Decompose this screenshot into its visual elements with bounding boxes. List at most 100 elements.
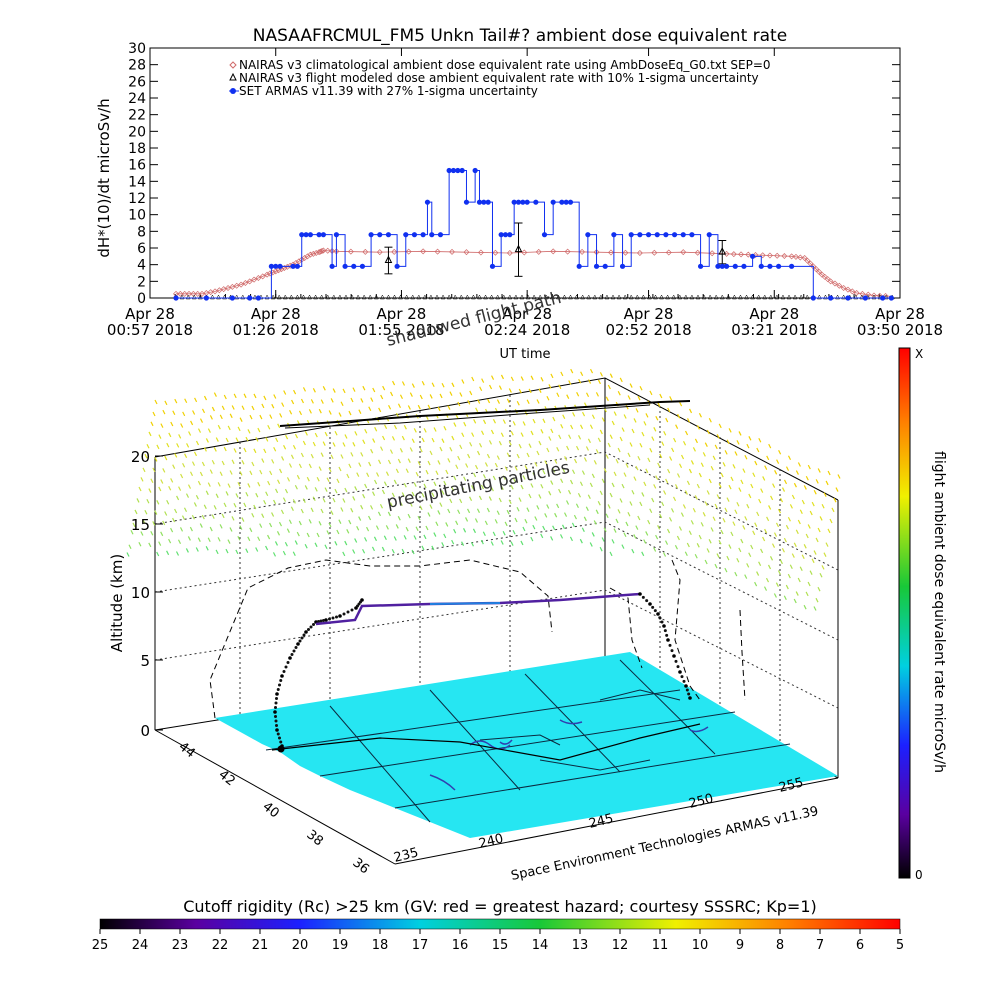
particle-mark <box>763 586 768 591</box>
particle-mark <box>197 537 201 542</box>
descent-point <box>658 616 662 620</box>
series-climatological-point <box>255 275 262 281</box>
particle-mark <box>281 402 285 407</box>
particle-mark <box>813 490 817 495</box>
particle-mark <box>247 429 251 434</box>
series-armas-point <box>342 263 348 269</box>
particle-mark <box>623 532 627 538</box>
particle-mark <box>726 439 730 445</box>
projection-path <box>209 559 553 719</box>
particle-mark <box>524 465 528 470</box>
particle-mark <box>665 417 669 423</box>
series-armas-line <box>176 170 892 299</box>
particle-mark <box>199 418 204 423</box>
series-armas-point <box>385 232 392 238</box>
particle-mark <box>231 405 235 410</box>
particle-mark <box>328 410 332 415</box>
series-climatological-point <box>840 285 847 291</box>
series-climatological-point <box>821 273 828 280</box>
takeoff-point <box>277 745 285 753</box>
particle-mark <box>138 541 142 547</box>
particle-mark <box>322 497 326 503</box>
particle-mark <box>346 473 350 479</box>
particle-mark <box>550 428 554 434</box>
particle-mark <box>346 529 350 534</box>
particle-mark <box>538 440 542 446</box>
particle-mark <box>441 542 445 547</box>
y-tick-label: 24 <box>128 91 146 107</box>
particle-mark <box>625 404 629 410</box>
particle-mark <box>591 473 595 479</box>
particle-mark <box>374 479 378 485</box>
particle-mark <box>362 385 366 391</box>
particle-mark <box>502 530 506 536</box>
particle-mark <box>324 544 328 549</box>
series-modeled-point <box>859 294 865 300</box>
particle-mark <box>377 511 382 517</box>
particle-mark <box>259 523 263 528</box>
particle-mark <box>166 442 170 448</box>
climb-point <box>284 665 288 669</box>
y-tick-label: 22 <box>128 108 146 124</box>
particle-mark <box>152 467 156 473</box>
latitude-tick-label: 40 <box>260 799 282 821</box>
series-modeled-point <box>756 294 762 300</box>
series-modeled-point <box>386 294 391 300</box>
series-armas-point <box>329 263 335 269</box>
particle-mark <box>302 387 307 392</box>
longitude-tick-label: 255 <box>777 775 805 796</box>
series-modeled-point <box>343 294 349 300</box>
particle-mark <box>409 502 413 507</box>
particle-mark <box>282 497 287 502</box>
particle-mark <box>211 514 215 519</box>
legend-entry-label: SET ARMAS v11.39 with 27% 1-sigma uncert… <box>239 84 538 98</box>
particle-mark <box>619 377 623 383</box>
particle-mark <box>399 394 404 399</box>
series-climatological-point <box>797 254 804 261</box>
series-climatological-point <box>324 247 331 254</box>
particle-mark <box>302 498 306 503</box>
particle-mark <box>754 460 758 466</box>
particle-mark <box>174 398 178 404</box>
particle-mark <box>601 417 605 422</box>
particle-mark <box>562 414 566 420</box>
particle-mark <box>233 448 237 453</box>
particle-mark <box>688 530 692 536</box>
particle-mark <box>368 461 372 467</box>
particle-mark <box>477 450 481 456</box>
particle-mark <box>680 454 685 460</box>
particle-mark <box>324 487 328 492</box>
descent-point <box>672 654 676 658</box>
particle-mark <box>774 470 778 475</box>
particle-mark <box>219 524 223 529</box>
particle-mark <box>316 532 320 538</box>
rigidity-tick-label: 17 <box>412 938 429 953</box>
particle-mark <box>178 486 182 491</box>
rigidity-tick-label: 5 <box>896 938 904 953</box>
particle-mark <box>692 447 696 452</box>
x-tick-date: Apr 28 <box>125 305 175 323</box>
particle-mark <box>758 561 762 567</box>
particle-mark <box>633 418 637 423</box>
particle-mark <box>372 438 376 443</box>
particle-mark <box>565 500 570 505</box>
particle-mark <box>459 498 463 504</box>
particle-mark <box>296 531 300 537</box>
series-armas-point <box>472 167 478 174</box>
particle-mark <box>385 471 390 476</box>
particle-mark <box>684 490 688 495</box>
particle-mark <box>762 536 766 542</box>
particle-mark <box>601 478 605 484</box>
descent-point <box>670 649 674 653</box>
series-modeled-point <box>458 294 464 300</box>
particle-mark <box>805 591 809 597</box>
particle-mark <box>825 480 829 486</box>
particle-mark <box>373 536 378 542</box>
particle-mark <box>548 384 552 389</box>
rigidity-tick-label: 22 <box>212 938 229 953</box>
particle-mark <box>322 386 326 391</box>
particle-mark <box>532 418 536 424</box>
legend-marker-triangle <box>229 72 237 81</box>
particle-mark <box>390 391 394 397</box>
dose-colorbar-gradient <box>898 347 911 879</box>
